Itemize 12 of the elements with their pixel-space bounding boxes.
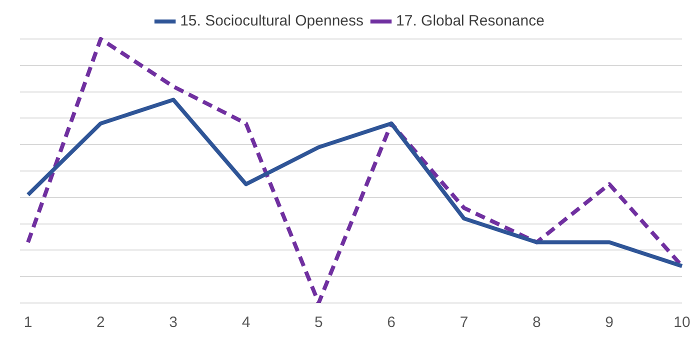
x-tick-label: 2 (96, 314, 105, 332)
x-tick-label: 3 (169, 314, 178, 332)
x-tick-label: 10 (674, 314, 690, 332)
legend-label: 17. Global Resonance (396, 12, 544, 30)
x-tick-label: 7 (460, 314, 468, 332)
x-tick-label: 6 (387, 314, 396, 332)
x-tick-label: 5 (314, 314, 323, 332)
x-tick-label: 9 (605, 314, 614, 332)
x-tick-label: 1 (24, 314, 32, 332)
x-tick-label: 8 (532, 314, 541, 332)
legend-label: 15. Sociocultural Openness (180, 12, 364, 30)
x-tick-label: 4 (242, 314, 250, 332)
